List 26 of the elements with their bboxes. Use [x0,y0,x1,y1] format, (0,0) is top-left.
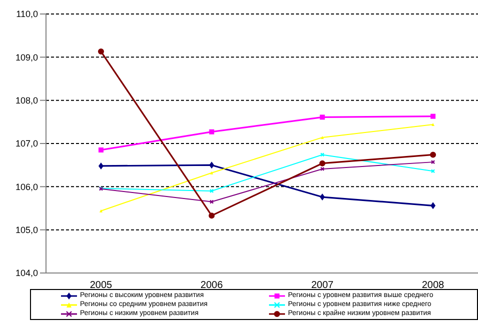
point [98,48,104,55]
point [430,114,436,119]
point [319,160,326,166]
y-tick-label: 105,0 [15,225,38,236]
x-tick-label: 2008 [422,280,445,292]
point [100,209,102,212]
x-tick-label: 2005 [90,280,113,292]
point [209,129,214,134]
y-tick-label: 107,0 [15,138,38,149]
y-tick-label: 110,0 [16,9,38,20]
line-series [100,123,434,212]
point [432,123,434,126]
point [210,171,214,174]
point [320,114,325,120]
point [208,212,215,219]
x-tick-label: 2007 [311,280,334,292]
point [320,136,324,139]
y-tick-label: 109,0 [15,52,38,62]
y-tick-label: 104,0 [15,268,38,278]
point [430,152,436,158]
y-tick-label: 108,0 [15,96,38,106]
point [209,162,214,169]
x-tick-label: 2006 [200,280,224,292]
point [98,147,104,152]
point [320,194,325,201]
y-tick-label: 106,0 [15,182,38,192]
